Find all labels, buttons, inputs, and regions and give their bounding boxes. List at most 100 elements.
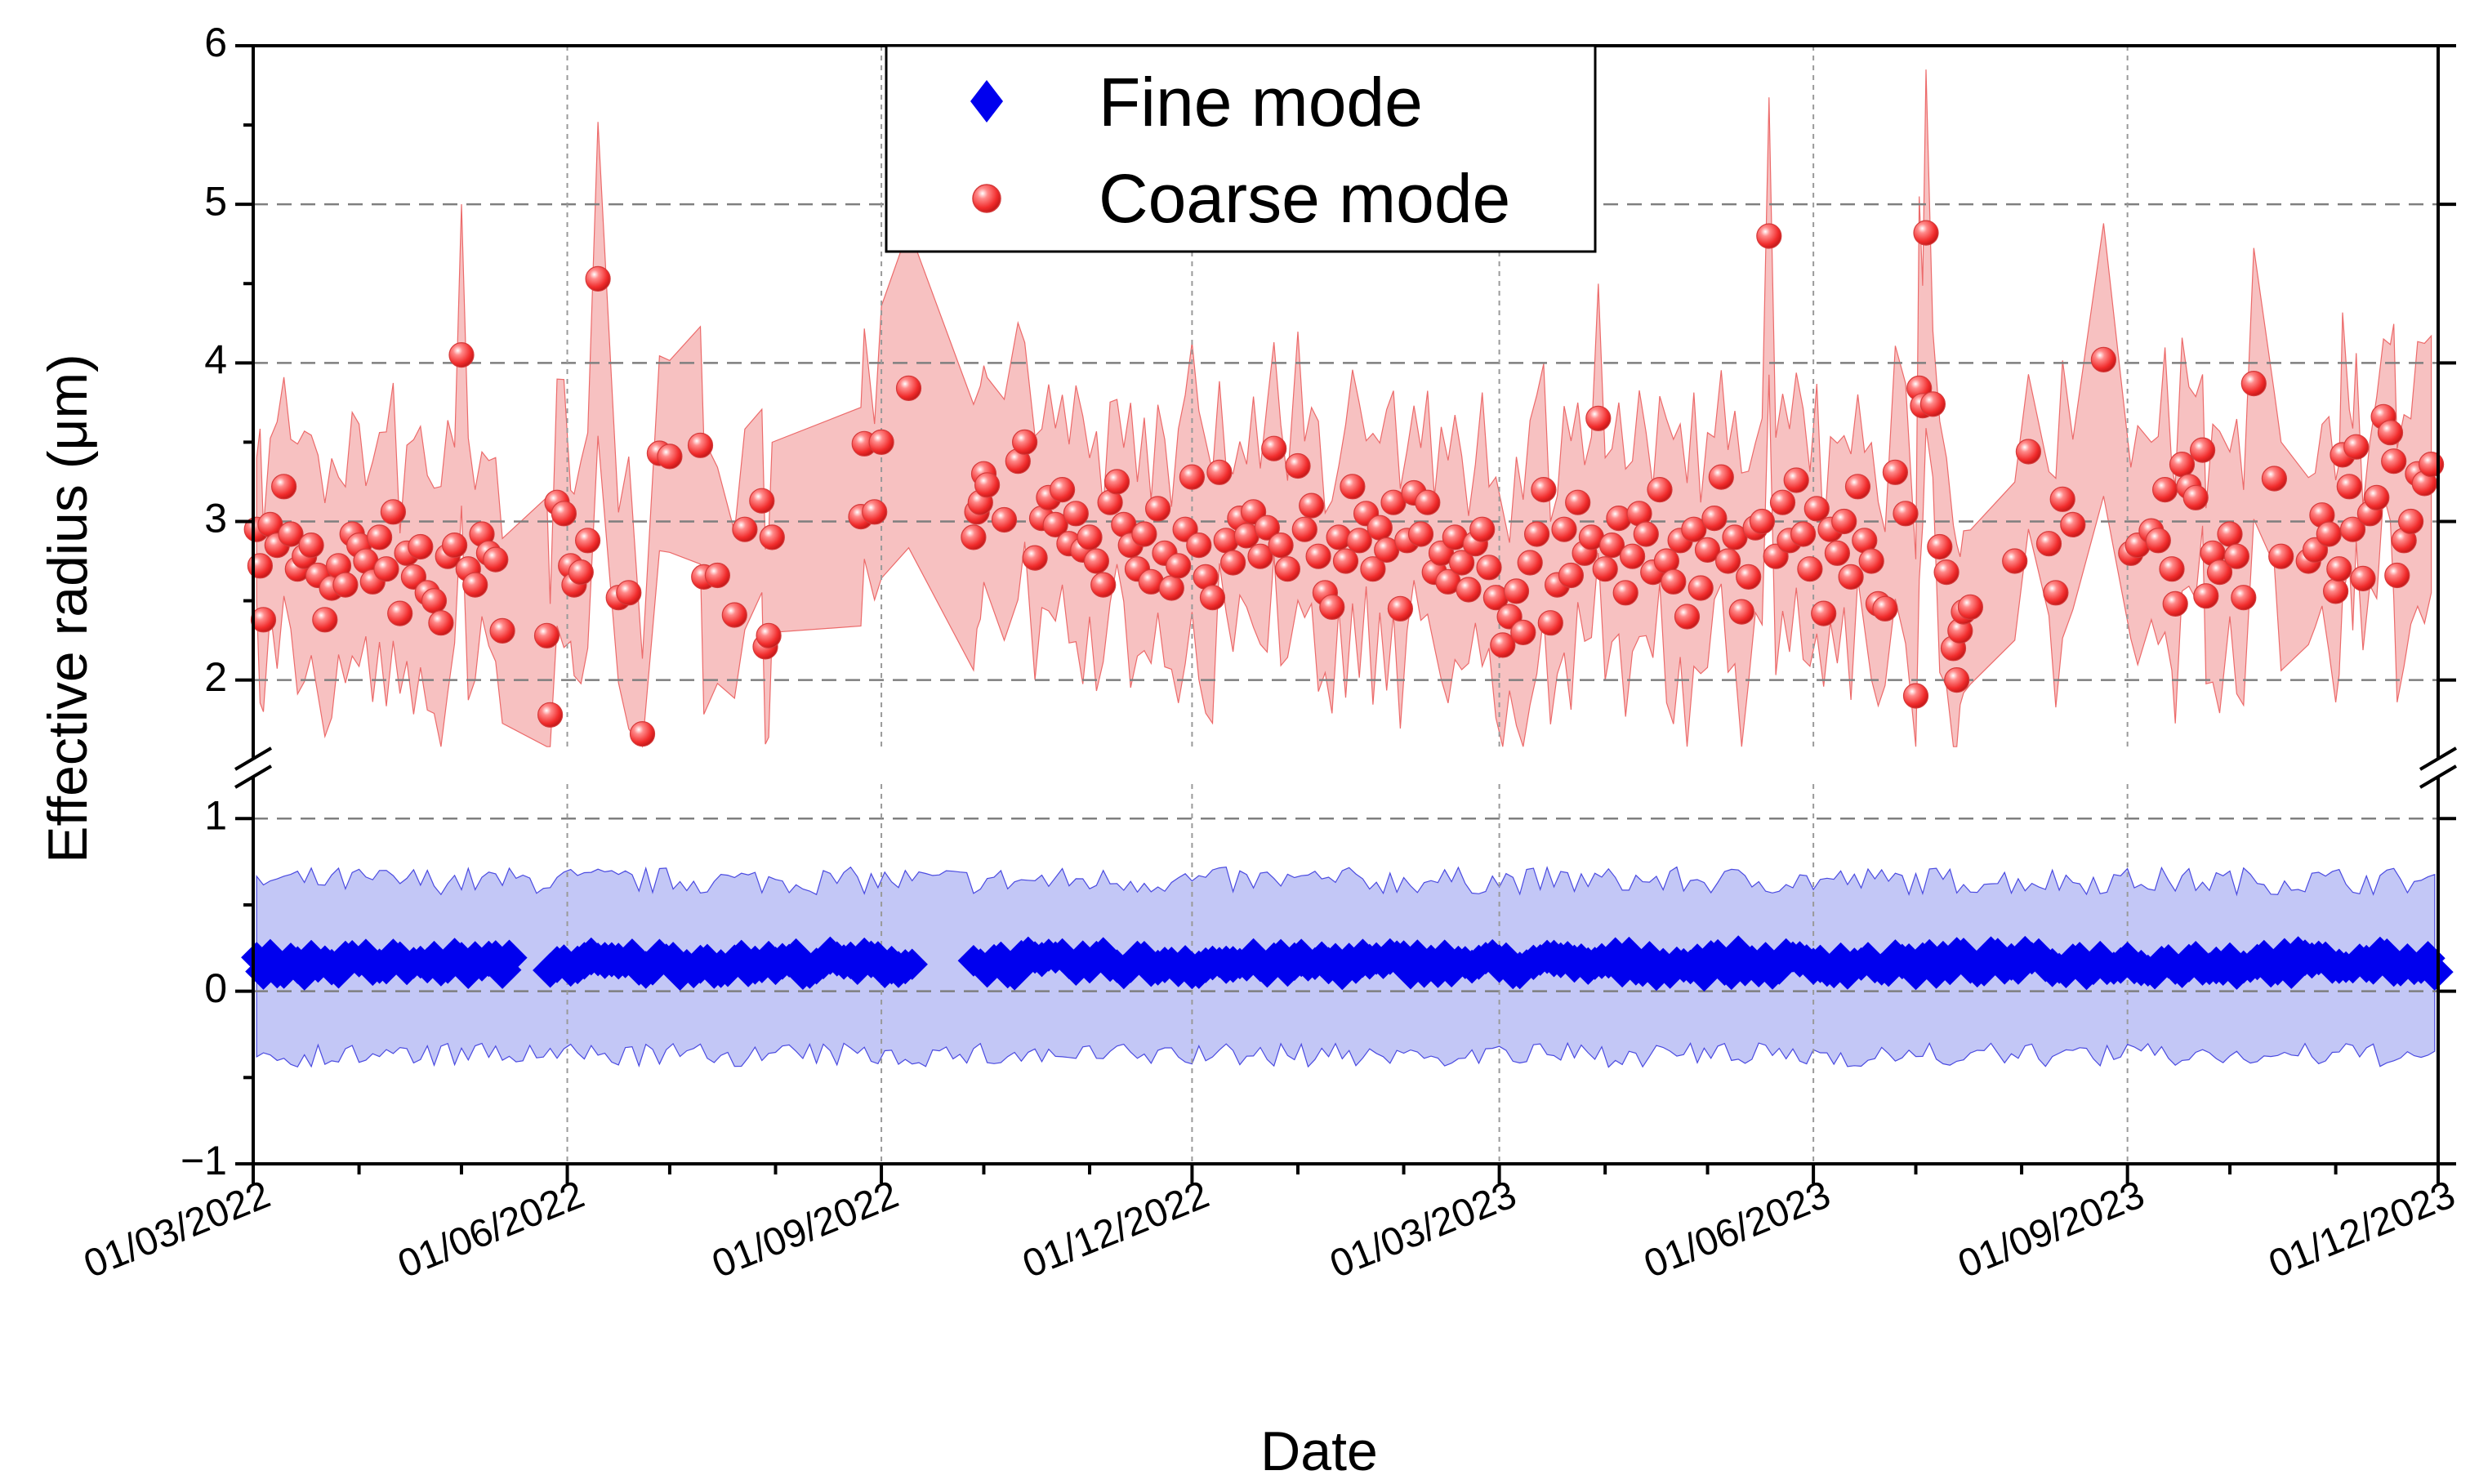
coarse-mode-point <box>2384 562 2410 589</box>
axis-break-mark <box>2419 764 2458 789</box>
coarse-mode-point <box>1565 489 1591 515</box>
coarse-mode-point <box>1933 559 1960 586</box>
x-axis-label: Date <box>1260 1420 1378 1482</box>
coarse-mode-point <box>1913 220 1939 246</box>
fine-mode-point <box>1896 951 1936 991</box>
coarse-mode-point <box>533 622 560 648</box>
coarse-mode-point <box>2060 511 2086 538</box>
coarse-mode-point <box>1681 516 1707 542</box>
coarse-mode-point <box>428 610 454 636</box>
coarse-mode-point <box>1083 548 1110 574</box>
coarse-mode-point <box>2145 528 2171 554</box>
coarse-mode-point <box>1619 543 1646 569</box>
legend-fine-label: Fine mode <box>1099 64 1423 140</box>
coarse-mode-point <box>1199 585 1226 611</box>
fine-mode-point <box>613 938 651 976</box>
fine-mode-point <box>1236 938 1271 973</box>
coarse-mode-point <box>2268 543 2294 569</box>
y-tick-label: 1 <box>204 792 227 838</box>
coarse-mode-point <box>387 600 413 626</box>
coarse-mode-point <box>1769 489 1796 515</box>
coarse-mode-point <box>1360 556 1386 582</box>
coarse-mode-point <box>568 559 594 586</box>
coarse-mode-point <box>1749 508 1775 535</box>
coarse-mode-point <box>1285 452 1311 479</box>
coarse-mode-point <box>1736 564 1762 590</box>
coarse-mode-point <box>759 524 785 550</box>
coarse-mode-point <box>421 587 448 614</box>
coarse-mode-point <box>278 521 304 547</box>
coarse-mode-point <box>974 472 1001 498</box>
coarse-mode-point <box>537 702 564 728</box>
coarse-mode-point <box>2049 486 2075 512</box>
coarse-mode-point <box>1598 532 1625 559</box>
coarse-mode-point <box>1790 521 1817 547</box>
fine-mode-point <box>896 948 928 980</box>
fine-mode-point <box>2245 939 2283 978</box>
coarse-mode-point <box>1332 548 1359 574</box>
coarse-mode-point <box>1927 533 1953 560</box>
coarse-mode-point <box>616 580 642 606</box>
coarse-mode-point <box>408 533 434 560</box>
fine-mode-point <box>1968 955 2000 987</box>
coarse-mode-point <box>1144 496 1171 522</box>
coarse-mode-point <box>749 488 775 514</box>
y-tick-label: 4 <box>204 337 227 383</box>
coarse-mode-point <box>2217 521 2243 547</box>
coarse-mode-point <box>2152 476 2178 503</box>
coarse-mode-point <box>1158 575 1184 601</box>
y-tick-label: 6 <box>204 20 227 65</box>
coarse-mode-point <box>1882 459 1908 485</box>
coarse-mode-point <box>1166 553 1192 579</box>
coarse-mode-point <box>1261 435 1287 461</box>
coarse-mode-point <box>1387 595 1414 622</box>
fine-mode-series <box>241 935 2454 992</box>
coarse-mode-point <box>2162 590 2188 617</box>
coarse-mode-point <box>373 556 399 582</box>
coarse-mode-point <box>1811 600 1837 626</box>
coarse-mode-point <box>1186 532 1212 559</box>
coarse-mode-point <box>1517 550 1543 576</box>
coarse-mode-point <box>1448 550 1475 576</box>
coarse-mode-point <box>2206 559 2233 586</box>
coarse-mode-point <box>2015 439 2041 465</box>
coarse-mode-point <box>1042 511 1068 538</box>
coarse-mode-point <box>1957 594 1983 620</box>
coarse-mode-point <box>2190 437 2216 463</box>
fine-mode-point <box>2137 953 2173 990</box>
coarse-mode-point <box>895 375 922 401</box>
y-axis-label: Effective radius (μm) <box>37 354 99 863</box>
coarse-mode-point <box>1708 464 1734 490</box>
coarse-mode-point <box>721 602 747 628</box>
coarse-mode-point <box>1803 496 1830 522</box>
coarse-mode-point <box>1531 476 1557 503</box>
coarse-mode-point <box>2343 434 2370 460</box>
coarse-mode-point <box>732 516 758 542</box>
coarse-mode-point <box>1346 528 1372 554</box>
coarse-mode-point <box>2398 508 2424 535</box>
coarse-mode-point <box>756 622 782 648</box>
coarse-mode-point <box>1893 501 1919 527</box>
coarse-mode-point <box>629 720 656 747</box>
coarse-mode-point <box>551 501 577 527</box>
axis-break-mark <box>2419 746 2458 771</box>
coarse-mode-point <box>1291 516 1317 542</box>
coarse-mode-point <box>2193 583 2219 609</box>
coarse-mode-point <box>1476 555 1502 581</box>
coarse-mode-point <box>1551 516 1577 542</box>
coarse-mode-point <box>2223 543 2249 569</box>
coarse-mode-point <box>462 572 488 598</box>
y-tick-label: 0 <box>204 965 227 1011</box>
coarse-mode-point <box>1503 578 1530 604</box>
coarse-mode-point <box>441 532 468 559</box>
coarse-mode-point <box>1179 464 1206 490</box>
coarse-mode-point <box>2261 466 2287 492</box>
y-tick-label: 2 <box>204 654 227 700</box>
coarse-mode-point <box>312 607 338 633</box>
coarse-mode-point <box>1872 595 1898 622</box>
coarse-mode-point <box>1469 516 1496 542</box>
coarse-mode-point <box>1490 632 1516 658</box>
coarse-mode-point <box>1715 548 1741 574</box>
coarse-mode-point <box>2090 346 2116 372</box>
